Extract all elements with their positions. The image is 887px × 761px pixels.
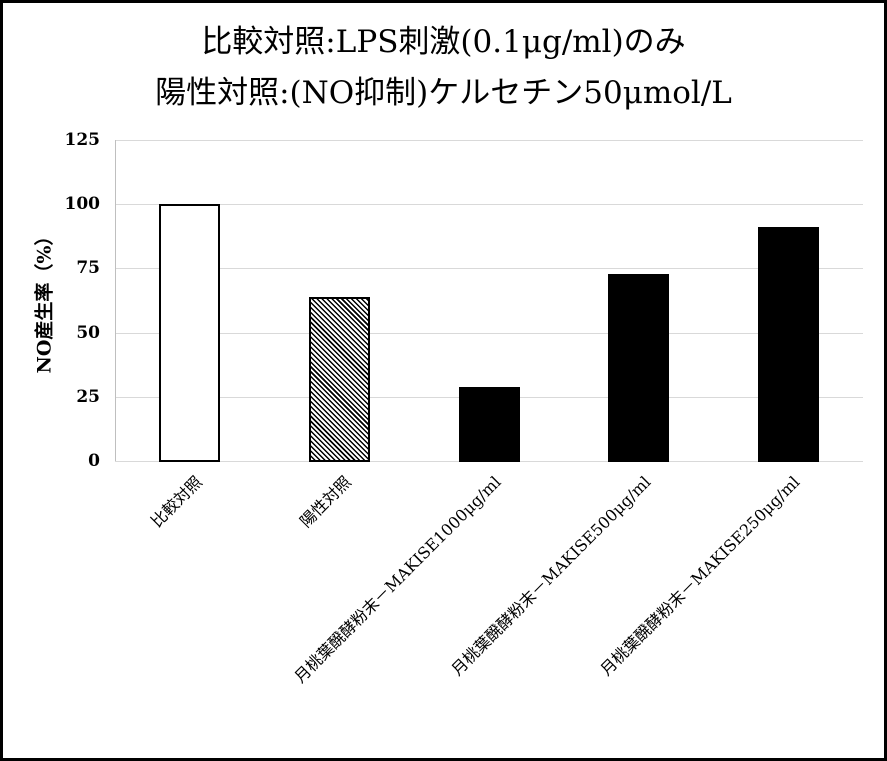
gridline <box>115 204 863 205</box>
y-tick-label: 125 <box>64 130 101 150</box>
bar-5 <box>758 227 819 462</box>
y-axis-line <box>115 140 116 461</box>
chart-title-line2: 陽性対照:(NO抑制)ケルセチン50μmol/L <box>155 75 732 111</box>
y-tick-label: 75 <box>76 258 100 278</box>
y-tick-label: 100 <box>64 194 101 214</box>
bar-4 <box>608 274 669 462</box>
y-tick-label: 25 <box>76 387 100 407</box>
bar-3 <box>459 387 520 462</box>
gridline <box>115 268 863 269</box>
y-tick-label: 0 <box>88 451 100 471</box>
chart-title-line1: 比較対照:LPS刺激(0.1μg/ml)のみ <box>201 24 686 60</box>
gridline <box>115 333 863 334</box>
y-axis-label: NO産生率（%） <box>33 226 56 374</box>
bar-1 <box>159 204 220 462</box>
bar-2 <box>309 297 370 462</box>
y-tick-label: 50 <box>76 323 100 343</box>
gridline <box>115 140 863 141</box>
